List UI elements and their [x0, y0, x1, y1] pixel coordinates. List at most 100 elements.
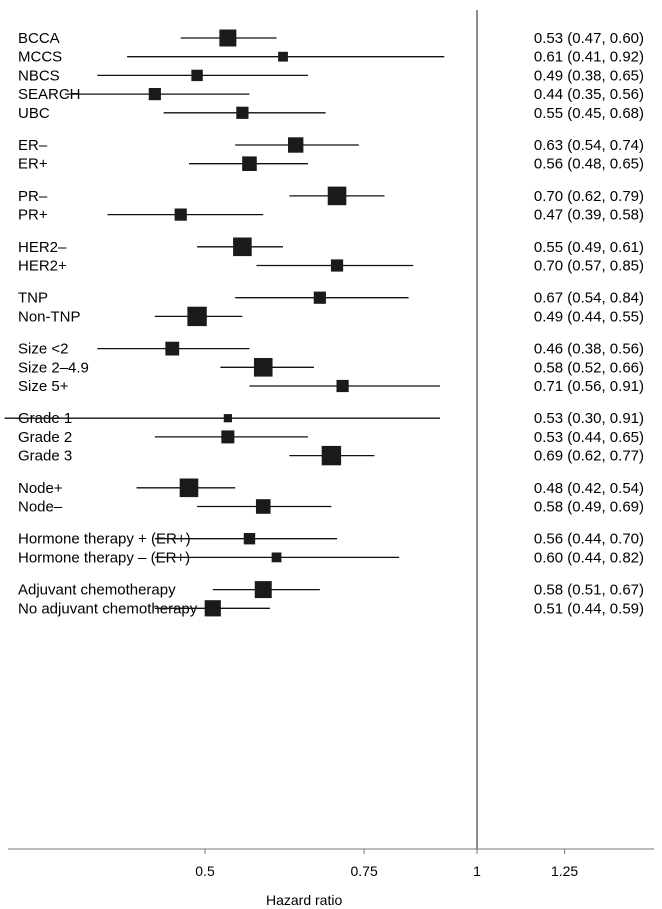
point-estimate [327, 186, 347, 206]
row-label: PR– [18, 188, 48, 205]
row-label: PR+ [18, 207, 48, 224]
estimate-text: 0.44 (0.35, 0.56) [534, 86, 644, 103]
row-label: Hormone therapy + (ER+) [18, 531, 191, 548]
forest-row: Size 5+ 0.71 (0.56, 0.91) [18, 378, 644, 395]
forest-row: HER2– 0.55 (0.49, 0.61) [18, 237, 644, 257]
estimate-text: 0.70 (0.57, 0.85) [534, 258, 644, 275]
forest-row: NBCS 0.49 (0.38, 0.65) [18, 67, 644, 84]
point-estimate [313, 291, 326, 304]
estimate-text: 0.48 (0.42, 0.54) [534, 480, 644, 497]
point-estimate [236, 106, 249, 119]
row-label: ER– [18, 137, 48, 154]
forest-row: Hormone therapy – (ER+) 0.60 (0.44, 0.82) [18, 549, 644, 566]
row-label: TNP [18, 290, 48, 307]
row-label: NBCS [18, 67, 60, 84]
point-estimate [321, 445, 342, 466]
x-tick-label: 0.75 [350, 863, 377, 879]
row-label: Size 5+ [18, 378, 69, 395]
estimate-text: 0.71 (0.56, 0.91) [534, 378, 644, 395]
point-estimate [278, 51, 288, 62]
x-tick-label: 1.25 [551, 863, 578, 879]
forest-row: Adjuvant chemotherapy 0.58 (0.51, 0.67) [18, 581, 644, 599]
estimate-text: 0.47 (0.39, 0.58) [534, 207, 644, 224]
row-label: Size 2–4.9 [18, 359, 89, 376]
estimate-text: 0.49 (0.38, 0.65) [534, 67, 644, 84]
point-estimate [204, 600, 221, 617]
forest-row: TNP 0.67 (0.54, 0.84) [18, 290, 644, 307]
row-label: Grade 3 [18, 448, 72, 465]
estimate-text: 0.51 (0.44, 0.59) [534, 600, 644, 617]
forest-row: ER– 0.63 (0.54, 0.74) [18, 137, 644, 154]
estimate-text: 0.56 (0.48, 0.65) [534, 156, 644, 173]
row-label: No adjuvant chemotherapy [18, 600, 198, 617]
row-label: Node+ [18, 480, 63, 497]
forest-row: BCCA 0.53 (0.47, 0.60) [18, 29, 644, 47]
point-estimate [330, 259, 344, 272]
x-axis-label: Hazard ratio [266, 892, 342, 908]
estimate-text: 0.69 (0.62, 0.77) [534, 448, 644, 465]
row-label: Grade 2 [18, 429, 72, 446]
forest-row: Non-TNP 0.49 (0.44, 0.55) [18, 306, 644, 327]
row-label: Hormone therapy – (ER+) [18, 549, 190, 566]
point-estimate [191, 69, 203, 82]
estimate-text: 0.61 (0.41, 0.92) [534, 49, 644, 66]
point-estimate [233, 237, 252, 257]
forest-row: Grade 1 0.53 (0.30, 0.91) [4, 410, 644, 427]
point-estimate [221, 430, 235, 444]
estimate-text: 0.58 (0.52, 0.66) [534, 359, 644, 376]
forest-row: PR– 0.70 (0.62, 0.79) [18, 186, 644, 206]
point-estimate [174, 208, 187, 221]
estimate-text: 0.53 (0.47, 0.60) [534, 30, 644, 47]
point-estimate [253, 358, 273, 377]
row-label: Non-TNP [18, 308, 81, 325]
point-estimate [336, 379, 349, 393]
point-estimate [287, 137, 304, 153]
point-estimate [254, 581, 272, 599]
point-estimate [219, 29, 237, 47]
point-estimate [243, 533, 256, 545]
forest-row: PR+ 0.47 (0.39, 0.58) [18, 207, 644, 224]
point-estimate [148, 88, 161, 101]
forest-row: Node– 0.58 (0.49, 0.69) [18, 499, 644, 516]
row-label: BCCA [18, 30, 60, 47]
point-estimate [242, 156, 257, 171]
forest-row: UBC 0.55 (0.45, 0.68) [18, 105, 644, 122]
forest-row: Size <2 0.46 (0.38, 0.56) [18, 341, 644, 358]
x-tick-label: 0.5 [195, 863, 215, 879]
estimate-text: 0.70 (0.62, 0.79) [534, 188, 644, 205]
point-estimate [255, 499, 271, 514]
forest-row: SEARCH 0.44 (0.35, 0.56) [18, 86, 644, 103]
row-label: Adjuvant chemotherapy [18, 582, 176, 599]
forest-row: Grade 3 0.69 (0.62, 0.77) [18, 445, 644, 466]
row-label: ER+ [18, 156, 48, 173]
forest-row: Node+ 0.48 (0.42, 0.54) [18, 478, 644, 498]
point-estimate [223, 414, 232, 423]
row-label: Node– [18, 499, 63, 516]
estimate-text: 0.58 (0.51, 0.67) [534, 582, 644, 599]
point-estimate [187, 306, 207, 327]
row-label: MCCS [18, 49, 62, 66]
estimate-text: 0.49 (0.44, 0.55) [534, 308, 644, 325]
estimate-text: 0.55 (0.45, 0.68) [534, 105, 644, 122]
estimate-text: 0.63 (0.54, 0.74) [534, 137, 644, 154]
x-tick-label: 1 [473, 863, 481, 879]
forest-row: ER+ 0.56 (0.48, 0.65) [18, 156, 644, 173]
forest-row: MCCS 0.61 (0.41, 0.92) [18, 49, 644, 66]
forest-row: Size 2–4.9 0.58 (0.52, 0.66) [18, 358, 644, 377]
row-label: Size <2 [18, 341, 68, 358]
row-label: HER2– [18, 239, 67, 256]
forest-rows: BCCA 0.53 (0.47, 0.60) MCCS 0.61 (0.41, 0.9… [4, 29, 644, 617]
point-estimate [271, 552, 282, 563]
forest-row: Hormone therapy + (ER+) 0.56 (0.44, 0.70) [18, 531, 644, 548]
forest-row: Grade 2 0.53 (0.44, 0.65) [18, 429, 644, 446]
estimate-text: 0.60 (0.44, 0.82) [534, 549, 644, 566]
row-label: HER2+ [18, 258, 67, 275]
estimate-text: 0.46 (0.38, 0.56) [534, 341, 644, 358]
row-label: SEARCH [18, 86, 81, 103]
estimate-text: 0.55 (0.49, 0.61) [534, 239, 644, 256]
estimate-text: 0.67 (0.54, 0.84) [534, 290, 644, 307]
estimate-text: 0.53 (0.30, 0.91) [534, 410, 644, 427]
estimate-text: 0.53 (0.44, 0.65) [534, 429, 644, 446]
